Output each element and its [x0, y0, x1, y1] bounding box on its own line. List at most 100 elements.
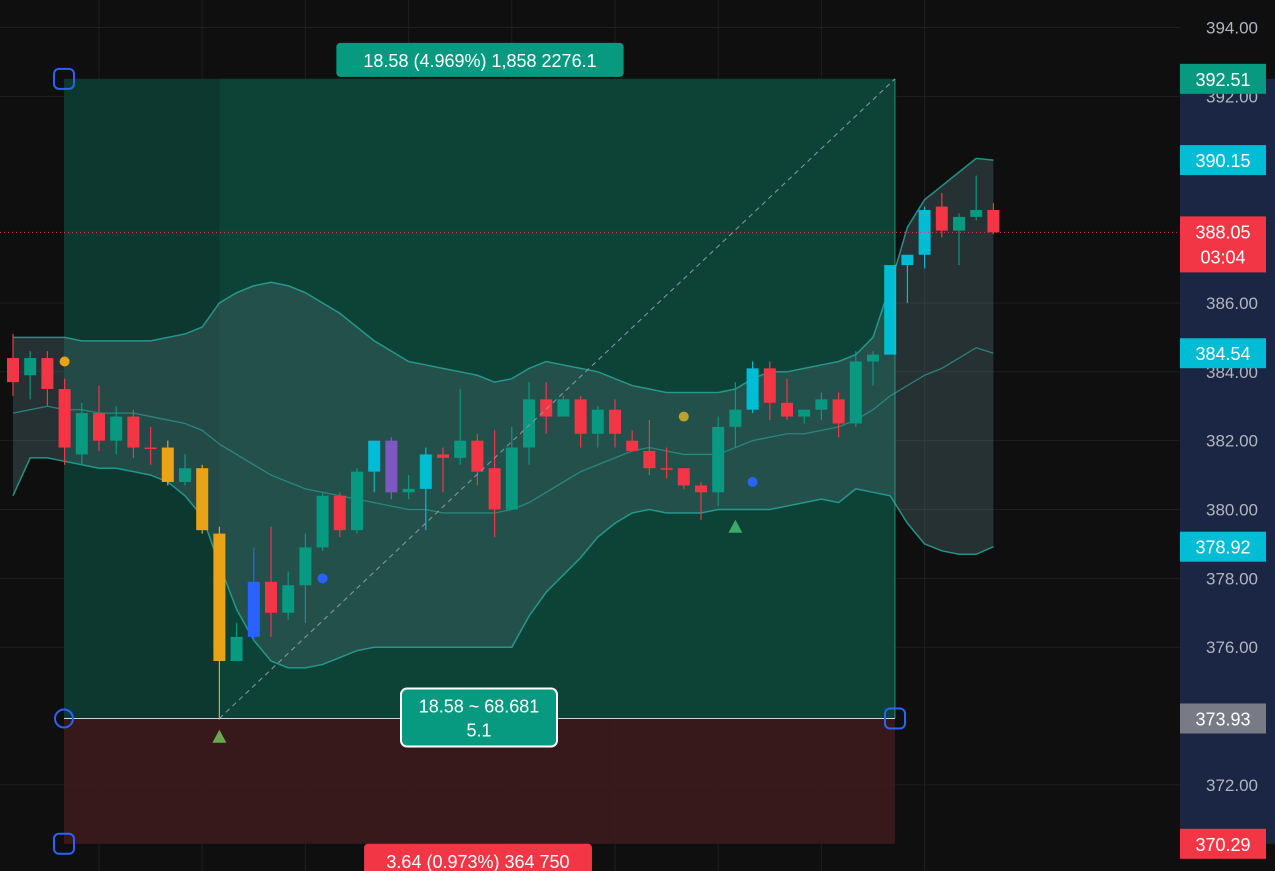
position-overlay: 18.58 (4.969%) 1,858 2276.1 3.64 (0.973%)… [0, 42, 1180, 871]
candle [299, 533, 312, 624]
bollinger-bands [12, 157, 994, 669]
candle-body [454, 440, 467, 458]
candle [127, 409, 140, 458]
candle [712, 416, 725, 507]
axis-tick-label: 386.00 [1206, 294, 1258, 313]
price-tag-label: 390.15 [1195, 151, 1250, 171]
candle [626, 430, 639, 451]
candle-body [643, 450, 656, 469]
candle [58, 378, 71, 465]
candle [832, 392, 845, 438]
candle-body [24, 358, 37, 376]
candle-body [385, 440, 398, 493]
axis-tick-label: 372.00 [1206, 776, 1258, 795]
signal-triangle [728, 519, 743, 533]
candle [230, 623, 243, 661]
candle-body [351, 471, 363, 531]
price-tag[interactable] [1180, 703, 1266, 734]
candle-body [316, 495, 329, 548]
candle-body [798, 409, 811, 417]
candle-body [746, 368, 759, 410]
price-tag-label: 378.92 [1195, 538, 1250, 558]
candle-body [144, 447, 157, 450]
price-tag[interactable] [1180, 145, 1266, 176]
price-tag[interactable] [1180, 828, 1266, 859]
candle-body [7, 358, 19, 383]
candle [901, 254, 914, 303]
candle-body [935, 206, 948, 231]
candle-body [763, 368, 776, 403]
candle-body [299, 547, 312, 586]
bollinger-basis-line [12, 347, 994, 514]
price-tag-label: 392.51 [1195, 70, 1250, 90]
candle-body [901, 254, 914, 266]
bollinger-upper-line [13, 157, 994, 394]
axis-tick-label: 378.00 [1206, 569, 1258, 588]
candle-body [953, 216, 965, 231]
candle [488, 430, 501, 538]
bollinger-lower-line [12, 457, 994, 669]
target-label[interactable] [336, 42, 624, 77]
price-tag[interactable] [1180, 338, 1266, 369]
resize-handle[interactable] [884, 707, 906, 730]
risk-reward-line2: 5.1 [466, 720, 491, 740]
candle-body [729, 409, 742, 427]
candle-body [712, 426, 725, 493]
candle-body [815, 399, 828, 410]
risk-reward-box[interactable] [400, 687, 558, 748]
candle [815, 392, 828, 421]
candle-body [970, 210, 983, 217]
candle [574, 395, 587, 448]
candle [987, 203, 1000, 235]
candle [505, 426, 518, 510]
candle-body [282, 585, 295, 613]
candle-body [695, 485, 707, 493]
candle [798, 409, 811, 424]
candle [282, 571, 295, 620]
candle-body [987, 210, 1000, 233]
candle [385, 437, 398, 500]
candle-body [505, 447, 518, 510]
candle [402, 475, 415, 500]
candle [849, 351, 862, 427]
candle-body [247, 581, 260, 637]
stop-label-text: 3.64 (0.973%) 364 750 [386, 852, 569, 871]
axis-tick-label: 380.00 [1206, 501, 1258, 520]
price-tag[interactable] [1180, 63, 1266, 94]
candle-body [867, 354, 879, 362]
resize-handle[interactable] [53, 67, 75, 90]
candle-body [591, 409, 604, 434]
candle-body [832, 399, 845, 424]
candle-body [127, 416, 140, 448]
candle-body [574, 399, 587, 434]
candle-body [471, 440, 484, 472]
candle [781, 378, 793, 421]
candle [695, 481, 707, 520]
candle-body [402, 488, 415, 493]
bollinger-fill [13, 158, 994, 668]
resize-handle[interactable] [53, 832, 75, 855]
candle [316, 492, 329, 551]
candle-body [626, 440, 639, 451]
candle-body [368, 440, 381, 472]
candle [41, 351, 54, 407]
price-tag-label: 388.05 [1195, 222, 1250, 242]
candle-body [419, 454, 432, 489]
stop-label[interactable] [364, 843, 592, 871]
candle [471, 433, 484, 486]
candle [867, 351, 879, 386]
risk-reward-line1: 18.58 ~ 68.681 [419, 696, 540, 716]
candle [110, 406, 123, 455]
candle [196, 464, 209, 534]
price-axis[interactable]: 394.00392.00386.00384.00382.00380.00378.… [1180, 19, 1275, 859]
candle [953, 213, 965, 266]
candle-body [58, 389, 71, 448]
entry-handle[interactable] [54, 708, 74, 729]
price-tag[interactable] [1180, 531, 1266, 562]
candle-body [557, 399, 570, 417]
price-tag[interactable] [1180, 216, 1266, 273]
candle [93, 385, 105, 451]
trade-diagonal [219, 78, 896, 719]
